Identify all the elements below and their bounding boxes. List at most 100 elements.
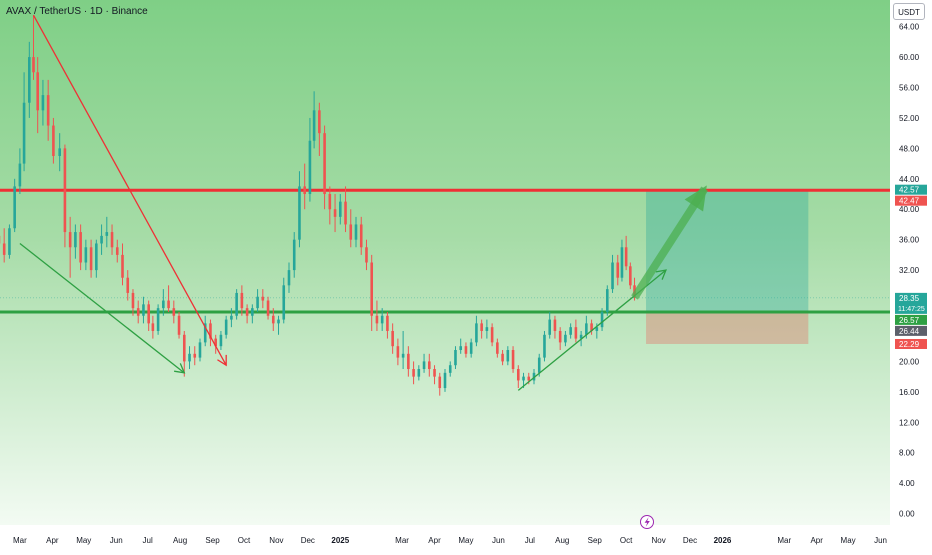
candle-body [454, 350, 457, 365]
stop-zone[interactable] [646, 312, 808, 344]
x-tick-label: Mar [13, 536, 27, 545]
y-tick-label: 56.00 [899, 84, 920, 93]
candle-body [251, 308, 254, 316]
candle-body [313, 110, 316, 140]
y-tick-label: 44.00 [899, 175, 920, 184]
candle-body [407, 354, 410, 369]
candle-body [360, 224, 363, 247]
candle-body [8, 228, 11, 255]
x-tick-label: Jul [143, 536, 153, 545]
y-tick-label: 64.00 [899, 23, 920, 32]
candle-body [272, 316, 275, 324]
candle-body [183, 335, 186, 362]
candle-body [344, 202, 347, 225]
candle-body [298, 186, 301, 239]
price-label-subtext: 11:47:25 [898, 306, 925, 313]
candle-body [47, 95, 50, 125]
y-tick-label: 4.00 [899, 479, 915, 488]
candle-body [323, 133, 326, 194]
candle-body [501, 354, 504, 362]
candle-body [559, 331, 562, 342]
y-tick-label: 52.00 [899, 114, 920, 123]
candle-body [267, 301, 270, 316]
x-tick-label: Nov [651, 536, 665, 545]
price-label: 22.29 [895, 339, 927, 349]
y-tick-label: 40.00 [899, 205, 920, 214]
candle-body [496, 342, 499, 353]
x-tick-label: Dec [301, 536, 315, 545]
candle-body [397, 346, 400, 357]
candle-body [309, 141, 312, 194]
y-tick-label: 48.00 [899, 144, 920, 153]
lightning-icon[interactable] [641, 516, 654, 529]
candle-body [36, 72, 39, 110]
candle-body [512, 350, 515, 369]
candle-body [449, 365, 452, 373]
target-zone[interactable] [646, 190, 808, 313]
candle-body [486, 327, 489, 331]
x-tick-label: Dec [683, 536, 697, 545]
candle-body [585, 323, 588, 334]
x-tick-label: Jun [874, 536, 887, 545]
y-tick-label: 60.00 [899, 53, 920, 62]
x-tick-label: Jun [110, 536, 123, 545]
candle-body [611, 263, 614, 290]
candle-body [629, 266, 632, 285]
candle-body [318, 110, 321, 133]
candle-body [230, 316, 233, 320]
candle-body [475, 323, 478, 342]
candle-body [42, 95, 45, 110]
x-tick-label: Mar [777, 536, 791, 545]
x-tick-label: Jul [525, 536, 535, 545]
candle-body [28, 57, 31, 103]
x-tick-label: 2025 [331, 536, 349, 545]
currency-button[interactable]: USDT [893, 3, 925, 20]
x-tick-label: Mar [395, 536, 409, 545]
candle-body [100, 236, 103, 244]
y-tick-label: 36.00 [899, 236, 920, 245]
candle-body [193, 354, 196, 358]
x-tick-label: Apr [428, 536, 441, 545]
candle-body [381, 316, 384, 324]
candle-body [564, 335, 567, 343]
candle-body [423, 361, 426, 369]
price-label: 26.44 [895, 326, 927, 336]
candle-body [569, 327, 572, 335]
candle-body [147, 304, 150, 323]
candle-body [225, 320, 228, 335]
candle-body [438, 377, 441, 388]
candle-body [554, 320, 557, 331]
candle-body [95, 243, 98, 270]
candle-body [412, 369, 415, 377]
candle-body [199, 342, 202, 357]
x-tick-label: Apr [810, 536, 823, 545]
x-tick-label: 2026 [714, 536, 732, 545]
candle-body [444, 373, 447, 388]
candle-body [241, 293, 244, 308]
y-tick-label: 32.00 [899, 266, 920, 275]
candle-body [329, 194, 332, 209]
candle-body [470, 342, 473, 353]
candle-body [575, 327, 578, 338]
candle-body [79, 232, 82, 262]
candle-body [293, 240, 296, 270]
candle-body [137, 308, 140, 316]
candle-body [601, 312, 604, 327]
y-tick-label: 20.00 [899, 357, 920, 366]
time-axis-background [0, 525, 890, 550]
candle-body [277, 320, 280, 324]
candle-body [491, 327, 494, 342]
candle-body [349, 224, 352, 239]
candle-body [157, 308, 160, 331]
candle-body [376, 316, 379, 324]
price-label: 42.47 [895, 196, 927, 206]
candle-body [173, 308, 176, 316]
x-tick-label: Aug [173, 536, 187, 545]
candle-body [517, 369, 520, 380]
x-tick-label: Jun [492, 536, 505, 545]
candle-body [543, 335, 546, 358]
x-tick-label: May [458, 536, 473, 545]
